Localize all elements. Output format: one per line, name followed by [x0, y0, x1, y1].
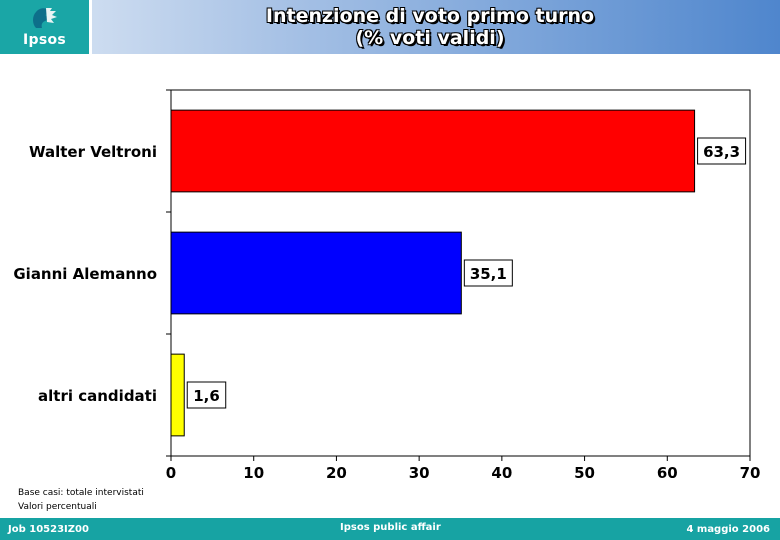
- x-tick-label: 30: [409, 464, 430, 482]
- note-base: Base casi: totale intervistati: [18, 488, 144, 498]
- x-tick-label: 60: [657, 464, 678, 482]
- ipsos-logo: Ipsos: [0, 0, 92, 54]
- footer-center: Ipsos public affair: [340, 522, 441, 533]
- title-line-1: Intenzione di voto primo turno: [265, 5, 595, 27]
- category-label: Gianni Alemanno: [13, 265, 157, 283]
- x-tick-label: 70: [740, 464, 761, 482]
- footer-date: 4 maggio 2006: [686, 524, 770, 535]
- bar-chart: Walter Veltroni 63,3 Gianni Alemanno 35,1 al…: [13, 89, 761, 482]
- x-tick-label: 50: [574, 464, 595, 482]
- x-tick-label: 0: [166, 464, 176, 482]
- value-label: 35,1: [470, 265, 507, 283]
- bar-3: [170, 353, 185, 437]
- footer-bar: Job 10523IZ00 Ipsos public affair 4 magg…: [0, 518, 780, 540]
- header-bar: Ipsos Intenzione di voto primo turno (% …: [0, 0, 780, 54]
- value-label: 63,3: [703, 143, 740, 161]
- footer-job: Job 10523IZ00: [8, 524, 89, 535]
- bar-2: [170, 231, 462, 315]
- chart-title: Intenzione di voto primo turno (% voti v…: [190, 5, 670, 49]
- value-label: 1,6: [193, 387, 220, 405]
- value-label-box: [463, 259, 513, 287]
- value-label-box: [186, 381, 227, 409]
- note-values: Valori percentuali: [18, 502, 97, 512]
- category-label: Walter Veltroni: [29, 143, 157, 161]
- title-line-2: (% voti validi): [355, 27, 505, 49]
- x-tick-label: 10: [243, 464, 264, 482]
- logo-text: Ipsos: [22, 32, 66, 48]
- x-tick-label: 40: [491, 464, 512, 482]
- category-label: altri candidati: [38, 387, 157, 405]
- x-tick-label: 20: [326, 464, 347, 482]
- ipsos-head-icon: [33, 8, 57, 28]
- value-label-box: [697, 137, 747, 165]
- bar-1: [170, 109, 696, 193]
